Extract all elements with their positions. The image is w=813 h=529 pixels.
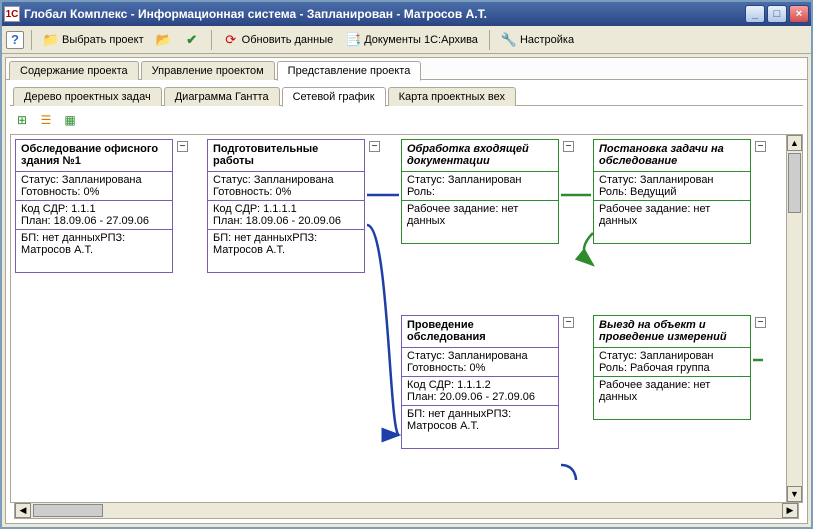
- node-status: Статус: ЗапланированРоль: Ведущий: [594, 172, 750, 201]
- maximize-button[interactable]: □: [767, 5, 787, 23]
- documents-button[interactable]: 📑 Документы 1С:Архива: [341, 30, 482, 50]
- tab-gantt[interactable]: Диаграмма Гантта: [164, 87, 280, 106]
- node-title: Постановка задачи на обследование: [594, 140, 750, 172]
- list-icon: ☰: [41, 113, 52, 127]
- node-collapse-toggle[interactable]: −: [755, 317, 766, 328]
- graph-node[interactable]: Постановка задачи на обследованиеСтатус:…: [593, 139, 751, 244]
- titlebar: 1C Глобал Комплекс - Информационная сист…: [2, 2, 811, 26]
- node-bp: Рабочее задание: нет данных: [402, 201, 558, 243]
- node-code: Код СДР: 1.1.1План: 18.09.06 - 27.09.06: [16, 201, 172, 230]
- node-collapse-toggle[interactable]: −: [369, 141, 380, 152]
- node-collapse-toggle[interactable]: −: [563, 317, 574, 328]
- node-bp: БП: нет данныхРПЗ: Матросов А.Т.: [402, 406, 558, 448]
- settings-icon: 🔧: [501, 32, 517, 48]
- refresh-label: Обновить данные: [242, 34, 334, 46]
- select-project-button[interactable]: 📁 Выбрать проект: [39, 30, 148, 50]
- graph-node[interactable]: Обследование офисного здания №1Статус: З…: [15, 139, 173, 273]
- node-title: Обследование офисного здания №1: [16, 140, 172, 172]
- tab-tree[interactable]: Дерево проектных задач: [13, 87, 162, 106]
- graph-node[interactable]: Проведение обследованияСтатус: Запланиро…: [401, 315, 559, 449]
- folder-icon: 📁: [43, 32, 59, 48]
- hscroll-thumb[interactable]: [33, 504, 103, 517]
- node-collapse-toggle[interactable]: −: [755, 141, 766, 152]
- node-collapse-toggle[interactable]: −: [177, 141, 188, 152]
- window-title: Глобал Комплекс - Информационная система…: [24, 7, 745, 21]
- tab-content[interactable]: Содержание проекта: [9, 61, 139, 80]
- plus-tree-icon: ⊞: [17, 113, 27, 127]
- close-button[interactable]: ×: [789, 5, 809, 23]
- horizontal-scrollbar[interactable]: ◀ ▶: [14, 503, 799, 519]
- graph-node[interactable]: Выезд на объект и проведение измеренийСт…: [593, 315, 751, 420]
- check-icon: ✔: [184, 32, 200, 48]
- node-bp: БП: нет данныхРПЗ: Матросов А.Т.: [16, 230, 172, 272]
- documents-label: Документы 1С:Архива: [364, 34, 478, 46]
- tab-management[interactable]: Управление проектом: [141, 61, 275, 80]
- refresh-icon: ⟳: [223, 32, 239, 48]
- node-title: Выезд на объект и проведение измерений: [594, 316, 750, 348]
- settings-button[interactable]: 🔧 Настройка: [497, 30, 578, 50]
- node-collapse-toggle[interactable]: −: [563, 141, 574, 152]
- minimize-button[interactable]: _: [745, 5, 765, 23]
- node-status: Статус: ЗапланированРоль: Рабочая группа: [594, 348, 750, 377]
- main-tabs: Содержание проекта Управление проектом П…: [6, 58, 807, 80]
- select-project-label: Выбрать проект: [62, 34, 144, 46]
- sub-tabs: Дерево проектных задач Диаграмма Гантта …: [10, 84, 803, 106]
- help-icon[interactable]: ?: [6, 31, 24, 49]
- refresh-button[interactable]: ⟳ Обновить данные: [219, 30, 338, 50]
- node-status: Статус: ЗапланированРоль:: [402, 172, 558, 201]
- vertical-scrollbar[interactable]: ▲ ▼: [786, 135, 802, 502]
- graph-toolbar: ⊞ ☰ ▦: [10, 106, 803, 134]
- node-code: Код СДР: 1.1.1.1План: 18.09.06 - 20.09.0…: [208, 201, 364, 230]
- tab-milestones[interactable]: Карта проектных вех: [388, 87, 516, 106]
- tab-presentation[interactable]: Представление проекта: [277, 61, 422, 81]
- scroll-right-arrow[interactable]: ▶: [782, 503, 798, 518]
- node-bp: Рабочее задание: нет данных: [594, 201, 750, 243]
- expand-all-button[interactable]: ⊞: [12, 110, 32, 130]
- node-status: Статус: ЗапланированаГотовность: 0%: [208, 172, 364, 201]
- node-bp: БП: нет данныхРПЗ: Матросов А.Т.: [208, 230, 364, 272]
- node-title: Обработка входящей документации: [402, 140, 558, 172]
- collapse-all-button[interactable]: ☰: [36, 110, 56, 130]
- settings-label: Настройка: [520, 34, 574, 46]
- tab-network[interactable]: Сетевой график: [282, 87, 386, 107]
- graph-node[interactable]: Подготовительные работыСтатус: Запланиро…: [207, 139, 365, 273]
- main-toolbar: ? 📁 Выбрать проект 📂 ✔ ⟳ Обновить данные…: [2, 26, 811, 54]
- vscroll-thumb[interactable]: [788, 153, 801, 213]
- node-title: Проведение обследования: [402, 316, 558, 348]
- layout-button[interactable]: ▦: [60, 110, 80, 130]
- open-icon: 📂: [156, 32, 172, 48]
- node-bp: Рабочее задание: нет данных: [594, 377, 750, 419]
- network-graph-canvas[interactable]: Обследование офисного здания №1Статус: З…: [11, 135, 786, 502]
- scroll-left-arrow[interactable]: ◀: [15, 503, 31, 518]
- documents-icon: 📑: [345, 32, 361, 48]
- node-code: Код СДР: 1.1.1.2План: 20.09.06 - 27.09.0…: [402, 377, 558, 406]
- grid-icon: ▦: [64, 113, 75, 127]
- node-title: Подготовительные работы: [208, 140, 364, 172]
- node-status: Статус: ЗапланированаГотовность: 0%: [16, 172, 172, 201]
- open-button[interactable]: 📂: [152, 30, 176, 50]
- graph-node[interactable]: Обработка входящей документацииСтатус: З…: [401, 139, 559, 244]
- scroll-up-arrow[interactable]: ▲: [787, 135, 802, 151]
- node-status: Статус: ЗапланированаГотовность: 0%: [402, 348, 558, 377]
- scroll-down-arrow[interactable]: ▼: [787, 486, 802, 502]
- app-icon: 1C: [4, 6, 20, 22]
- apply-button[interactable]: ✔: [180, 30, 204, 50]
